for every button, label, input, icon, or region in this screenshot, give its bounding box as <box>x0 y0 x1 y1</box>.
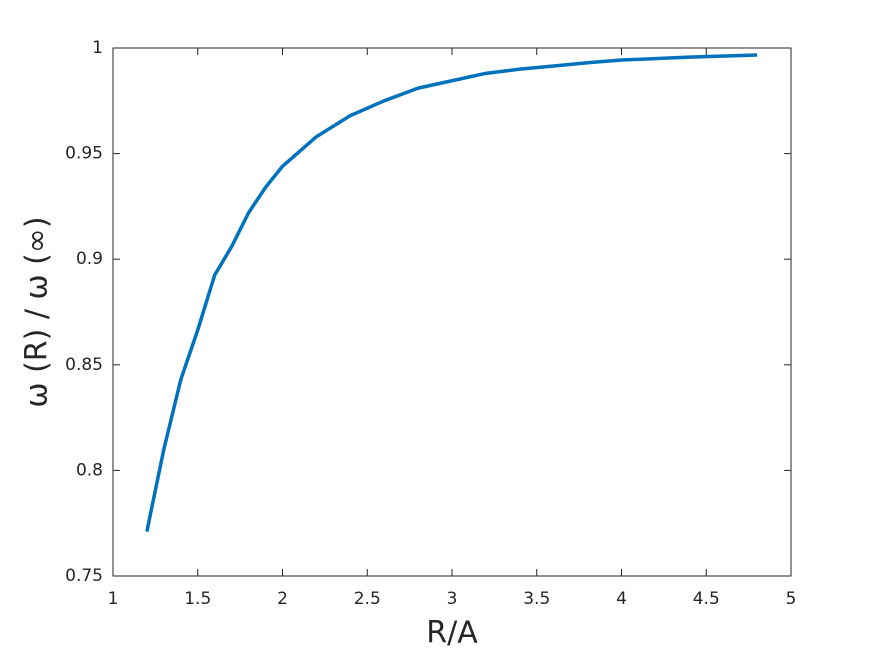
y-tick-label: 1 <box>92 38 103 58</box>
y-tick-label: 0.8 <box>76 460 103 480</box>
x-tick-label: 3 <box>447 589 458 609</box>
x-tick-label: 1.5 <box>184 589 211 609</box>
x-tick-label: 2.5 <box>354 589 381 609</box>
y-tick-label: 0.9 <box>76 249 103 269</box>
axes-box <box>112 47 792 577</box>
x-tick-label: 4.5 <box>693 589 720 609</box>
x-tick-label: 3.5 <box>523 589 550 609</box>
x-tick-label: 4 <box>616 589 627 609</box>
y-tick-label: 0.95 <box>65 144 103 164</box>
y-tick-label: 0.85 <box>65 355 103 375</box>
y-axis-label: ω (R) / ω (∞) <box>20 216 55 407</box>
x-tick-label: 2 <box>277 589 288 609</box>
y-tick-label: 0.75 <box>65 566 103 586</box>
x-tick-label: 1 <box>108 589 119 609</box>
data-line <box>145 53 758 532</box>
x-axis-label: R/A <box>426 616 478 651</box>
x-tick-label: 5 <box>786 589 797 609</box>
